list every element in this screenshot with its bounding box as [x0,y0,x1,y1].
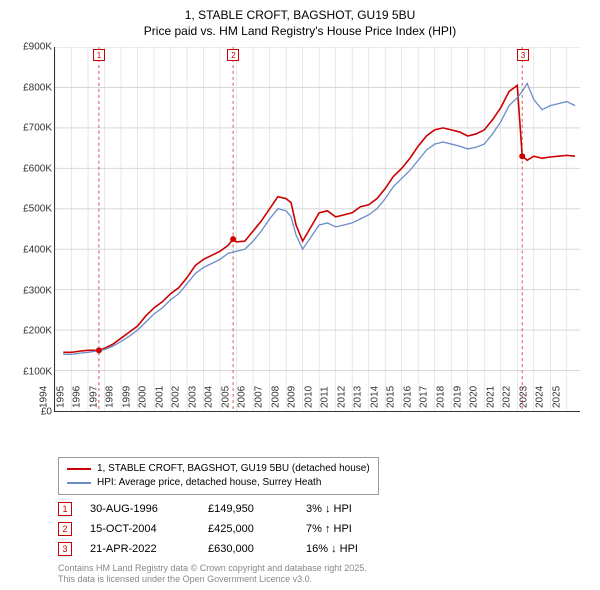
y-tick-label: £800K [23,82,55,93]
transaction-price: £149,950 [208,503,288,515]
legend-row: HPI: Average price, detached house, Surr… [67,476,370,490]
transaction-table: 1 30-AUG-1996 £149,950 3% ↓ HPI 2 15-OCT-2004… [58,499,588,559]
x-tick-label: 2025 [551,386,562,411]
x-tick-label: 2019 [452,386,463,411]
x-tick-label: 1995 [55,386,66,411]
transaction-row: 1 30-AUG-1996 £149,950 3% ↓ HPI [58,499,588,519]
x-tick-label: 1997 [88,386,99,411]
x-tick-label: 2021 [485,386,496,411]
x-tick-label: 2022 [502,386,513,411]
title-line-2: Price paid vs. HM Land Registry's House … [12,24,588,40]
x-tick-label: 2018 [435,386,446,411]
x-tick-label: 2023 [518,386,529,411]
footer-line-2: This data is licensed under the Open Gov… [58,574,588,586]
x-tick-label: 2014 [369,386,380,411]
x-tick-label: 2020 [469,386,480,411]
transaction-row: 3 21-APR-2022 £630,000 16% ↓ HPI [58,539,588,559]
x-tick-label: 2003 [187,386,198,411]
x-tick-label: 2015 [386,386,397,411]
x-tick-label: 2006 [237,386,248,411]
y-tick-label: £600K [23,163,55,174]
transaction-row: 2 15-OCT-2004 £425,000 7% ↑ HPI [58,519,588,539]
x-tick-label: 2010 [303,386,314,411]
x-tick-label: 2001 [154,386,165,411]
x-tick-label: 2011 [320,387,331,412]
x-tick-label: 2008 [270,386,281,411]
transaction-date: 30-AUG-1996 [90,503,190,515]
title-line-1: 1, STABLE CROFT, BAGSHOT, GU19 5BU [12,8,588,24]
x-tick-label: 2016 [402,386,413,411]
transaction-marker: 1 [58,502,72,516]
x-tick-label: 1996 [72,386,83,411]
y-tick-label: £200K [23,326,55,337]
x-tick-label: 2012 [336,386,347,411]
y-tick-label: £700K [23,123,55,134]
legend: 1, STABLE CROFT, BAGSHOT, GU19 5BU (deta… [58,457,379,495]
y-tick-label: £400K [23,244,55,255]
plot-svg [55,47,580,411]
chart-container: 1, STABLE CROFT, BAGSHOT, GU19 5BU Price… [0,0,600,590]
transaction-marker: 3 [58,542,72,556]
legend-label: HPI: Average price, detached house, Surr… [97,476,321,490]
transaction-diff: 3% ↓ HPI [306,503,396,515]
legend-swatch [67,468,91,470]
legend-swatch [67,482,91,484]
x-tick-label: 2024 [535,386,546,411]
footer-attribution: Contains HM Land Registry data © Crown c… [58,563,588,586]
transaction-price: £425,000 [208,523,288,535]
legend-row: 1, STABLE CROFT, BAGSHOT, GU19 5BU (deta… [67,462,370,476]
chart-area: £0£100K£200K£300K£400K£500K£600K£700K£80… [12,43,588,450]
x-tick-label: 2000 [138,386,149,411]
transaction-diff: 16% ↓ HPI [306,543,396,555]
footer-line-1: Contains HM Land Registry data © Crown c… [58,563,588,575]
x-tick-label: 2017 [419,386,430,411]
transaction-date: 21-APR-2022 [90,543,190,555]
plot-area: £0£100K£200K£300K£400K£500K£600K£700K£80… [54,47,580,412]
y-tick-label: £900K [23,42,55,53]
chart-marker-3: 3 [517,49,529,61]
transaction-price: £630,000 [208,543,288,555]
x-tick-label: 2002 [171,386,182,411]
legend-label: 1, STABLE CROFT, BAGSHOT, GU19 5BU (deta… [97,462,370,476]
x-tick-label: 2004 [204,386,215,411]
x-tick-label: 1994 [39,386,50,411]
y-tick-label: £500K [23,204,55,215]
chart-marker-2: 2 [227,49,239,61]
transaction-date: 15-OCT-2004 [90,523,190,535]
transaction-marker: 2 [58,522,72,536]
x-tick-label: 2007 [254,386,265,411]
y-tick-label: £100K [23,366,55,377]
chart-title: 1, STABLE CROFT, BAGSHOT, GU19 5BU Price… [12,8,588,39]
chart-marker-1: 1 [93,49,105,61]
x-tick-label: 1998 [105,386,116,411]
x-tick-label: 2009 [287,386,298,411]
transaction-diff: 7% ↑ HPI [306,523,396,535]
x-tick-label: 2005 [220,386,231,411]
x-tick-label: 1999 [121,386,132,411]
y-tick-label: £300K [23,285,55,296]
x-tick-label: 2013 [353,386,364,411]
